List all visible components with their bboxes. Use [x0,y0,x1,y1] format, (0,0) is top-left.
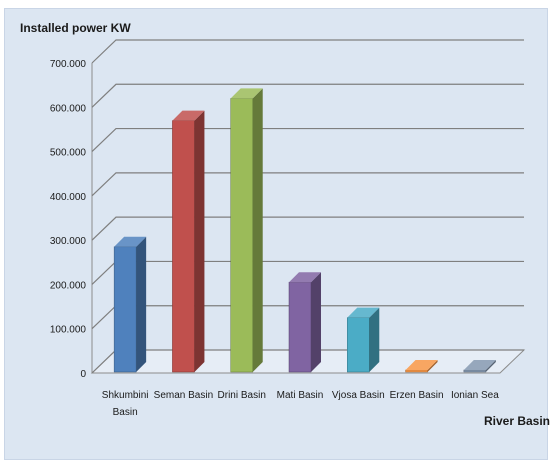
y-tick-label: 600.000 [50,103,87,114]
bar [113,236,147,373]
gridline [91,127,524,153]
y-tick-label: 100.000 [50,325,87,336]
y-axis-title: Installed power KW [20,21,131,35]
x-category-label: Mati Basin [277,390,324,401]
x-axis-title: River Basin [484,414,550,428]
bar-front [113,246,137,373]
bar-top [114,236,147,247]
x-axis-categories: Shkumbini Basin Seman Basin Drini Basin Mati… [102,390,499,418]
x-category-label: Basin [113,407,138,418]
bar-front [405,369,428,373]
bar-side [427,360,438,372]
bar-front [347,317,370,373]
x-category-label: Erzen Basin [390,390,444,401]
y-tick-label: 500.000 [50,148,87,159]
bar-front [288,281,312,373]
bar-side [369,307,380,372]
x-category-label: Vjosa Basin [332,390,385,401]
bar-side [252,88,263,372]
x-category-label: Shkumbini [102,390,149,401]
bar-top [405,360,438,370]
bar-top [347,307,380,318]
y-axis-ticks: 0 100.000 200.000 300.000 400.000 500.000 600.… [50,59,87,380]
bars [113,88,496,373]
bar-top [172,110,205,121]
gridline [91,216,524,241]
x-category-label: Drini Basin [218,390,266,401]
bar-front [230,98,253,373]
y-tick-label: 200.000 [50,280,87,291]
y-tick-label: 300.000 [50,236,87,247]
gridline [91,83,524,108]
bar [405,360,438,373]
bar [347,307,380,373]
y-tick-label: 700.000 [50,59,87,70]
y-tick-label: 0 [80,369,86,380]
bar-top [289,272,321,283]
gridline [91,172,524,197]
bar-side [485,360,496,372]
bar [230,88,263,373]
bar-top [230,88,263,99]
bar [463,360,496,373]
bar-side [194,110,205,373]
bar-side [311,272,321,372]
x-category-label: Ionian Sea [451,390,499,401]
bar-front [172,120,195,373]
y-tick-label: 400.000 [50,192,87,203]
gridline [91,39,524,64]
bar-top [463,360,496,370]
bar-side [136,236,147,372]
bar [172,110,205,373]
bar [288,272,321,373]
bar-front [463,369,487,373]
back-wall [116,40,524,350]
x-category-label: Seman Basin [154,390,213,401]
